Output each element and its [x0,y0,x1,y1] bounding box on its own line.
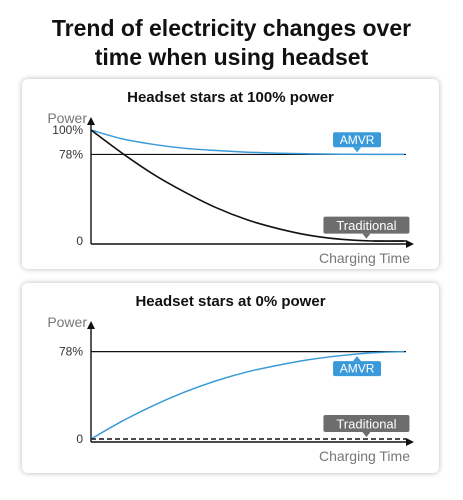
series-label-text: AMVR [340,133,375,147]
x-axis-arrow-icon [406,438,414,446]
series-label-text: Traditional [336,218,396,233]
y-tick-label: 0 [76,432,83,446]
y-tick-label: 78% [59,147,83,161]
series-label-pointer-icon [353,147,362,153]
series-line-traditional [90,129,405,242]
series-label-pointer-icon [362,432,371,437]
x-axis-label: Charging Time [319,250,410,266]
main-title-line-2: time when using headset [94,44,369,70]
chart-plot-full-power: Power Charging Time 0 78% 100% AMVR Traditiona… [47,110,414,266]
series-label-pointer-icon [362,233,371,239]
chart-title: Headset stars at 100% power [127,89,334,106]
y-tick-label: 100% [52,123,83,137]
y-tick-label: 0 [76,234,83,248]
series-label-badge [333,361,382,377]
y-axis-arrow-icon [87,321,95,329]
series-label-pointer-icon [353,356,362,362]
chart-panel-full-power: Headset stars at 100% power Power Chargin… [22,79,439,269]
series-label-text: AMVR [340,362,375,376]
y-axis-label: Power [47,314,87,330]
x-axis-label: Charging Time [319,448,410,464]
y-axis-arrow-icon [87,117,95,125]
series-label-text: Traditional [336,417,396,432]
chart-panel-zero-power: Headset stars at 0% power Power Charging … [22,283,439,473]
chart-plot-zero-power: Power Charging Time 0 78% AMVR Traditional [47,314,414,464]
chart-title: Headset stars at 0% power [135,293,326,310]
series-line-amvr [90,129,405,156]
series-label-badge [323,415,410,432]
y-axis-label: Power [47,110,87,126]
series-line-amvr [90,350,405,440]
x-axis-arrow-icon [406,240,414,248]
series-label-badge [323,216,410,234]
main-title-line-1: Trend of electricity changes over [51,15,412,41]
main-title: Trend of electricity changes over time w… [0,14,463,72]
series-label-badge [333,132,382,148]
y-tick-label: 78% [59,345,83,359]
